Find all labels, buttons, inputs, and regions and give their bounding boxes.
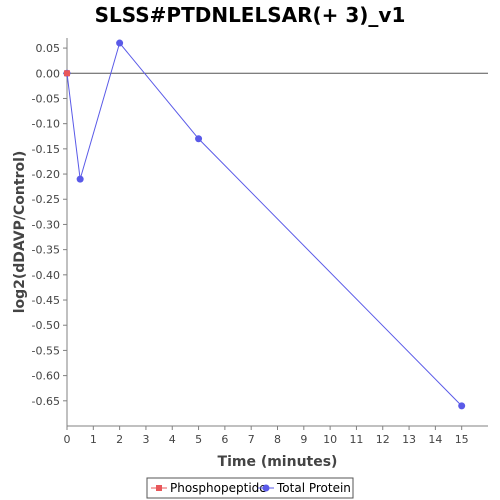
x-tick-label: 8 — [274, 433, 281, 446]
x-tick-label: 9 — [300, 433, 307, 446]
x-tick-label: 6 — [221, 433, 228, 446]
data-point-total-protein — [116, 39, 124, 47]
legend-box — [146, 477, 354, 499]
x-tick-label: 4 — [169, 433, 176, 446]
data-point-phosphopeptide — [64, 70, 70, 77]
y-axis-label: log2(dDAVP/Control) — [12, 151, 28, 314]
x-axis-ticks: 0 1 2 3 4 5 6 7 8 9 10 11 12 13 14 15 — [64, 426, 469, 446]
y-tick-label: -0.50 — [32, 319, 60, 332]
legend: Phosphopeptide Total Protein — [146, 477, 354, 499]
x-axis-label: Time (minutes) — [218, 454, 338, 470]
x-tick-label: 5 — [195, 433, 202, 446]
legend-marker-phosphopeptide — [156, 485, 162, 491]
y-axis-ticks: 0.05 0.00 -0.05 -0.10 -0.15 -0.20 -0.25 -0.30 -0… — [32, 42, 67, 408]
data-point-total-protein — [195, 135, 203, 143]
legend-marker-total-protein — [262, 484, 270, 492]
series-layer — [63, 39, 466, 410]
x-tick-label: 14 — [428, 433, 442, 446]
y-tick-label: 0.00 — [36, 67, 61, 80]
x-tick-label: 13 — [402, 433, 416, 446]
y-tick-label: -0.45 — [32, 294, 60, 307]
y-tick-label: -0.30 — [32, 218, 60, 231]
y-tick-label: -0.35 — [32, 244, 60, 257]
y-tick-label: -0.65 — [32, 395, 60, 408]
y-tick-label: -0.15 — [32, 143, 60, 156]
y-tick-label: -0.20 — [32, 168, 60, 181]
chart-title: SLSS#PTDNLELSAR(+ 3)_v1 — [95, 3, 406, 27]
y-tick-label: 0.05 — [36, 42, 61, 55]
y-tick-label: -0.25 — [32, 193, 60, 206]
legend-label-phosphopeptide: Phosphopeptide — [170, 481, 267, 495]
x-tick-label: 10 — [323, 433, 337, 446]
y-tick-label: -0.40 — [32, 269, 60, 282]
y-tick-label: -0.05 — [32, 92, 60, 105]
x-tick-label: 3 — [142, 433, 149, 446]
x-tick-label: 2 — [116, 433, 123, 446]
y-tick-label: -0.10 — [32, 118, 60, 131]
y-tick-label: -0.55 — [32, 344, 60, 357]
x-tick-label: 11 — [349, 433, 363, 446]
y-tick-label: -0.60 — [32, 370, 60, 383]
x-tick-label: 0 — [64, 433, 71, 446]
x-tick-label: 15 — [455, 433, 469, 446]
data-point-total-protein — [458, 402, 466, 410]
legend-label-total-protein: Total Protein — [276, 481, 351, 495]
x-tick-label: 7 — [248, 433, 255, 446]
data-point-total-protein — [76, 175, 84, 183]
x-tick-label: 1 — [90, 433, 97, 446]
x-tick-label: 12 — [376, 433, 390, 446]
